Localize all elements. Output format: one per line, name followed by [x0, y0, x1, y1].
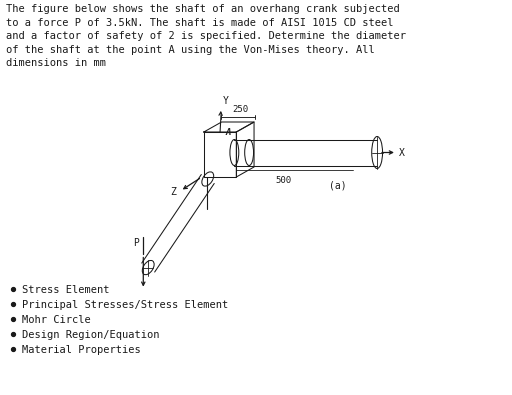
Text: The figure below shows the shaft of an overhang crank subjected
to a force P of : The figure below shows the shaft of an o…: [6, 4, 406, 68]
Text: (a): (a): [329, 181, 347, 190]
Text: Material Properties: Material Properties: [22, 345, 140, 355]
Text: 250: 250: [232, 105, 248, 114]
Text: 500: 500: [275, 175, 292, 184]
Text: Y: Y: [223, 96, 229, 106]
Text: Design Region/Equation: Design Region/Equation: [22, 330, 159, 340]
Text: Z: Z: [170, 187, 176, 197]
Text: Stress Element: Stress Element: [22, 285, 109, 295]
Text: X: X: [399, 147, 404, 158]
Text: Mohr Circle: Mohr Circle: [22, 315, 91, 325]
Text: P: P: [134, 237, 139, 248]
Text: Principal Stresses/Stress Element: Principal Stresses/Stress Element: [22, 300, 228, 310]
Text: A: A: [225, 128, 230, 137]
